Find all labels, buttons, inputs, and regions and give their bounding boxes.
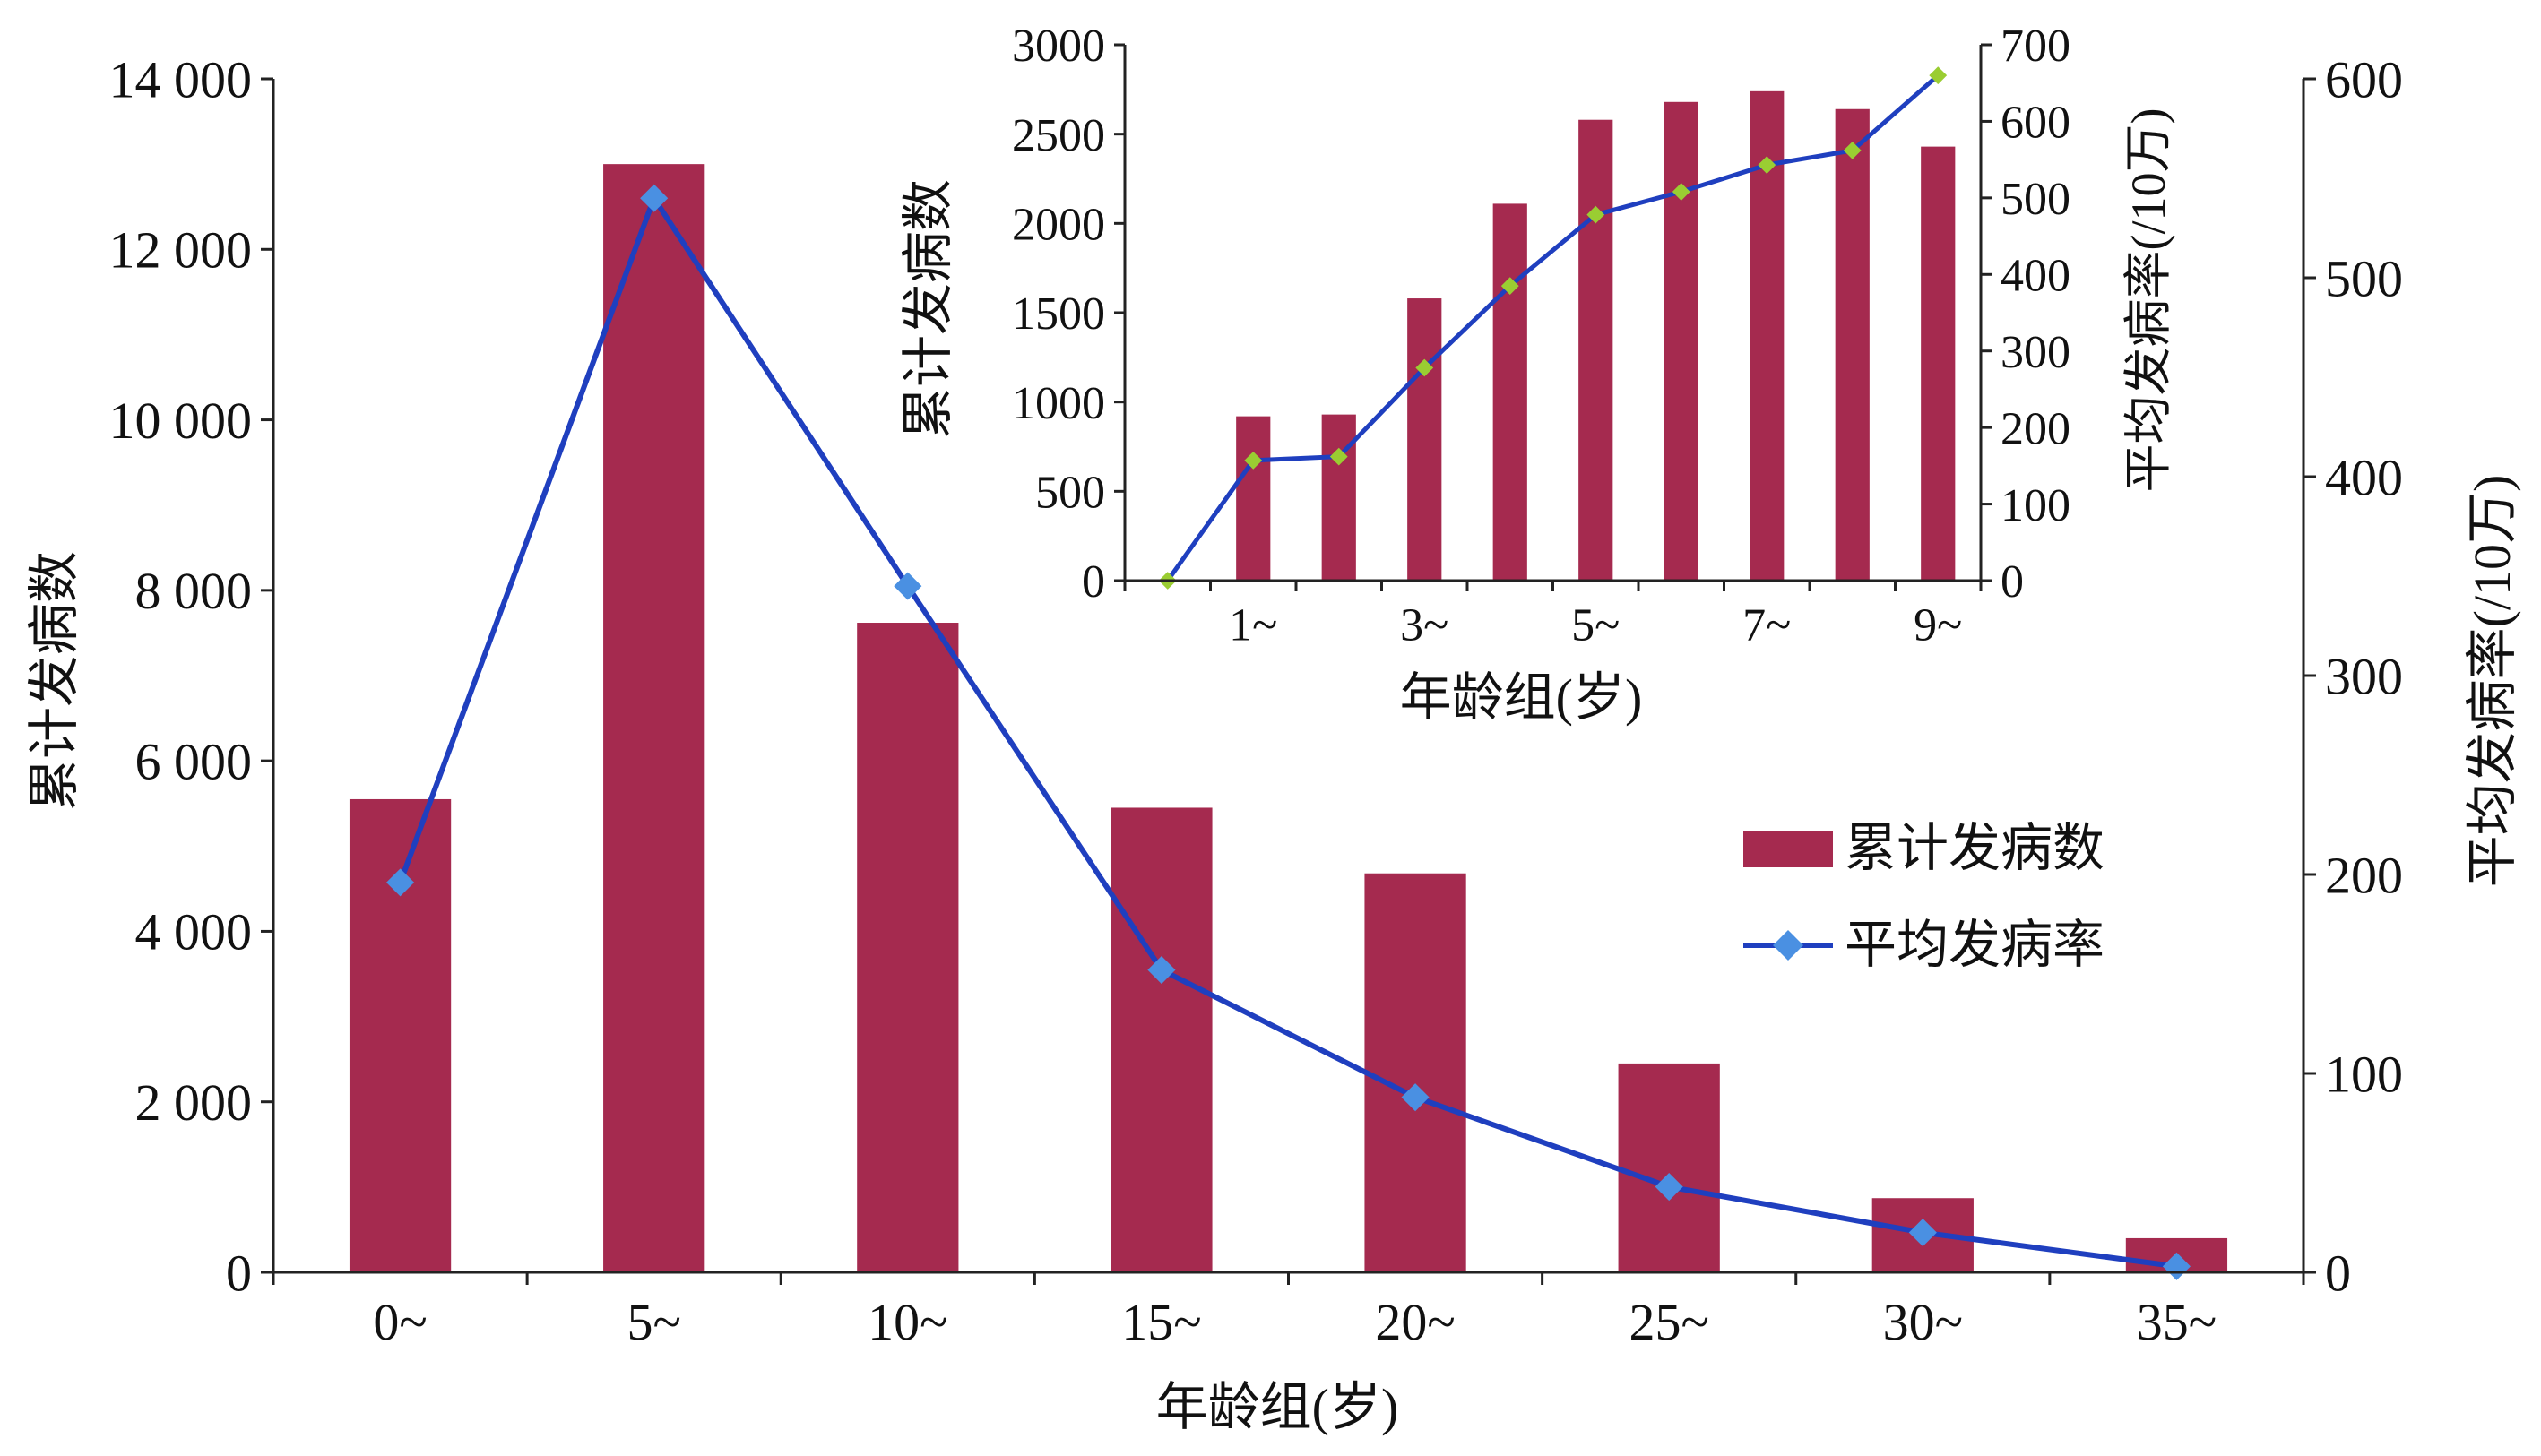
inset-rate-point-9 (1929, 66, 1948, 85)
legend-line-marker (1773, 930, 1803, 961)
main-x-label-3: 15~ (1121, 1293, 1201, 1351)
inset-axes: 0 500 1000 1500 2000 2500 3000 0 100 200 300 400 500… (1012, 21, 2070, 650)
legend-bar-swatch (1743, 831, 1833, 867)
main-bars (349, 164, 2228, 1273)
inset-x-label-7: 7~ (1742, 600, 1791, 651)
main-y-right-label-6: 600 (2325, 50, 2403, 108)
main-bar-1 (603, 164, 705, 1273)
inset-bar-2 (1321, 414, 1356, 581)
inset-y-left-title: 累计发病数 (899, 179, 957, 439)
main-rate-point-3 (1147, 956, 1176, 985)
inset-rate-point-8 (1843, 141, 1862, 159)
inset-rate-point-1 (1244, 451, 1263, 470)
inset-bar-4 (1492, 203, 1527, 581)
inset-rate-point-7 (1758, 156, 1776, 175)
main-y-right-label-4: 400 (2325, 448, 2403, 506)
main-y-left-label-6: 12 000 (109, 221, 253, 280)
inset-rate-point-4 (1500, 277, 1519, 295)
main-y-right-label-0: 0 (2325, 1244, 2351, 1302)
main-rate-point-5 (1655, 1172, 1683, 1202)
main-y-left-label-2: 4 000 (135, 903, 253, 961)
inset-rate-point-6 (1672, 183, 1690, 201)
inset-y-right-label-2: 200 (2001, 403, 2070, 454)
main-rate-point-4 (1401, 1083, 1430, 1112)
inset-y-left-label-0: 0 (1082, 556, 1105, 607)
legend-bar-label: 累计发病数 (1845, 819, 2105, 877)
main-bar-4 (1364, 873, 1466, 1272)
inset-x-axis-title: 年龄组(岁) (1400, 668, 1643, 727)
inset-y-right-label-3: 300 (2001, 327, 2070, 378)
main-x-label-6: 30~ (1883, 1293, 1963, 1351)
main-x-axis-title: 年龄组(岁) (1156, 1378, 1399, 1436)
inset-y-right-label-4: 400 (2001, 250, 2070, 301)
main-y-right-label-5: 500 (2325, 249, 2403, 307)
inset-y-right-label-0: 0 (2001, 556, 2024, 607)
main-rate-line (397, 192, 2177, 1270)
inset-y-right-label-7: 700 (2001, 21, 2070, 72)
main-y-left-label-5: 10 000 (109, 392, 253, 450)
main-x-label-0: 0~ (373, 1293, 427, 1351)
main-y-left-label-3: 6 000 (135, 732, 253, 790)
inset-x-label-3: 3~ (1400, 600, 1448, 651)
main-y-left-label-4: 8 000 (135, 562, 253, 620)
inset-rate-point-2 (1329, 447, 1348, 466)
inset-y-left-label-2: 1000 (1012, 378, 1105, 429)
inset-y-left-label-5: 2500 (1012, 110, 1105, 161)
main-y-right-label-3: 300 (2325, 647, 2403, 705)
main-y-left-title: 累计发病数 (25, 551, 83, 811)
main-y-right-title: 平均发病率(/10万) (2463, 475, 2521, 888)
main-x-label-2: 10~ (868, 1293, 947, 1351)
main-axes: 0 2 000 4 000 6 000 8 000 10 000 12 000 14 000 0… (109, 50, 2404, 1351)
inset-y-left-label-4: 2000 (1012, 200, 1105, 251)
main-legend: 累计发病数 平均发病率 (1743, 819, 2105, 974)
inset-rate-point-5 (1586, 205, 1605, 224)
legend-line-label: 平均发病率 (1845, 916, 2105, 974)
inset-bar-8 (1835, 108, 1870, 581)
inset-chart: 0 500 1000 1500 2000 2500 3000 0 100 200 300 400 500… (899, 21, 2175, 727)
inset-bar-1 (1236, 416, 1271, 581)
main-x-label-4: 20~ (1375, 1293, 1455, 1351)
main-y-left-label-7: 14 000 (109, 50, 253, 108)
main-x-label-1: 5~ (627, 1293, 680, 1351)
main-y-right-label-2: 200 (2325, 846, 2403, 904)
inset-y-left-label-6: 3000 (1012, 21, 1105, 72)
main-rate-point-0 (386, 868, 415, 897)
inset-y-left-label-3: 1500 (1012, 289, 1105, 340)
main-x-label-5: 25~ (1629, 1293, 1708, 1351)
inset-y-right-label-5: 500 (2001, 174, 2070, 225)
main-y-right-label-1: 100 (2325, 1045, 2403, 1103)
inset-x-label-9: 9~ (1914, 600, 1962, 651)
inset-bar-9 (1921, 146, 1956, 581)
inset-line (1158, 66, 1948, 590)
main-y-left-label-1: 2 000 (135, 1073, 253, 1132)
inset-rate-line (1165, 73, 1940, 582)
inset-x-label-5: 5~ (1571, 600, 1620, 651)
inset-bar-5 (1578, 119, 1613, 582)
inset-bar-3 (1407, 298, 1442, 581)
inset-bar-6 (1664, 101, 1698, 581)
main-bar-3 (1111, 807, 1213, 1272)
main-bar-5 (1618, 1063, 1720, 1272)
main-x-label-7: 35~ (2137, 1293, 2217, 1351)
inset-y-right-label-6: 600 (2001, 98, 2070, 149)
inset-y-right-title: 平均发病率(/10万) (2122, 108, 2175, 493)
inset-y-right-label-1: 100 (2001, 480, 2070, 531)
inset-y-left-label-1: 500 (1035, 468, 1105, 519)
main-chart: 0 2 000 4 000 6 000 8 000 10 000 12 000 14 000 0… (25, 50, 2521, 1436)
main-bar-2 (857, 623, 959, 1272)
inset-x-label-1: 1~ (1229, 600, 1277, 651)
main-rate-point-6 (1908, 1219, 1937, 1247)
inset-rate-point-3 (1415, 358, 1434, 377)
main-y-left-label-0: 0 (226, 1244, 252, 1302)
